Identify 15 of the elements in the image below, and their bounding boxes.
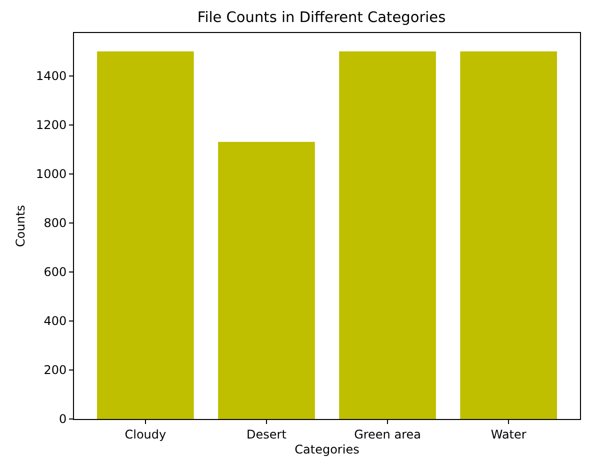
y-tick-label: 800 — [44, 216, 67, 230]
y-tick-label: 1200 — [36, 118, 67, 132]
x-tick-label: Desert — [246, 427, 287, 442]
x-axis-title: Categories — [294, 442, 360, 456]
y-tick-label: 200 — [44, 363, 67, 378]
y-tick-label: 400 — [44, 314, 67, 328]
x-tick-label: Cloudy — [124, 427, 166, 442]
y-tick-label: 0 — [58, 412, 67, 426]
y-tick-label: 600 — [44, 265, 67, 280]
y-tick-label: 1000 — [36, 167, 67, 182]
chart-title: File Counts in Different Categories — [197, 10, 446, 26]
x-tick-label: Green area — [354, 427, 421, 442]
y-tick-label: 1400 — [36, 69, 67, 84]
x-tick-label: Water — [490, 427, 526, 442]
y-axis-title: Counts — [13, 205, 28, 247]
